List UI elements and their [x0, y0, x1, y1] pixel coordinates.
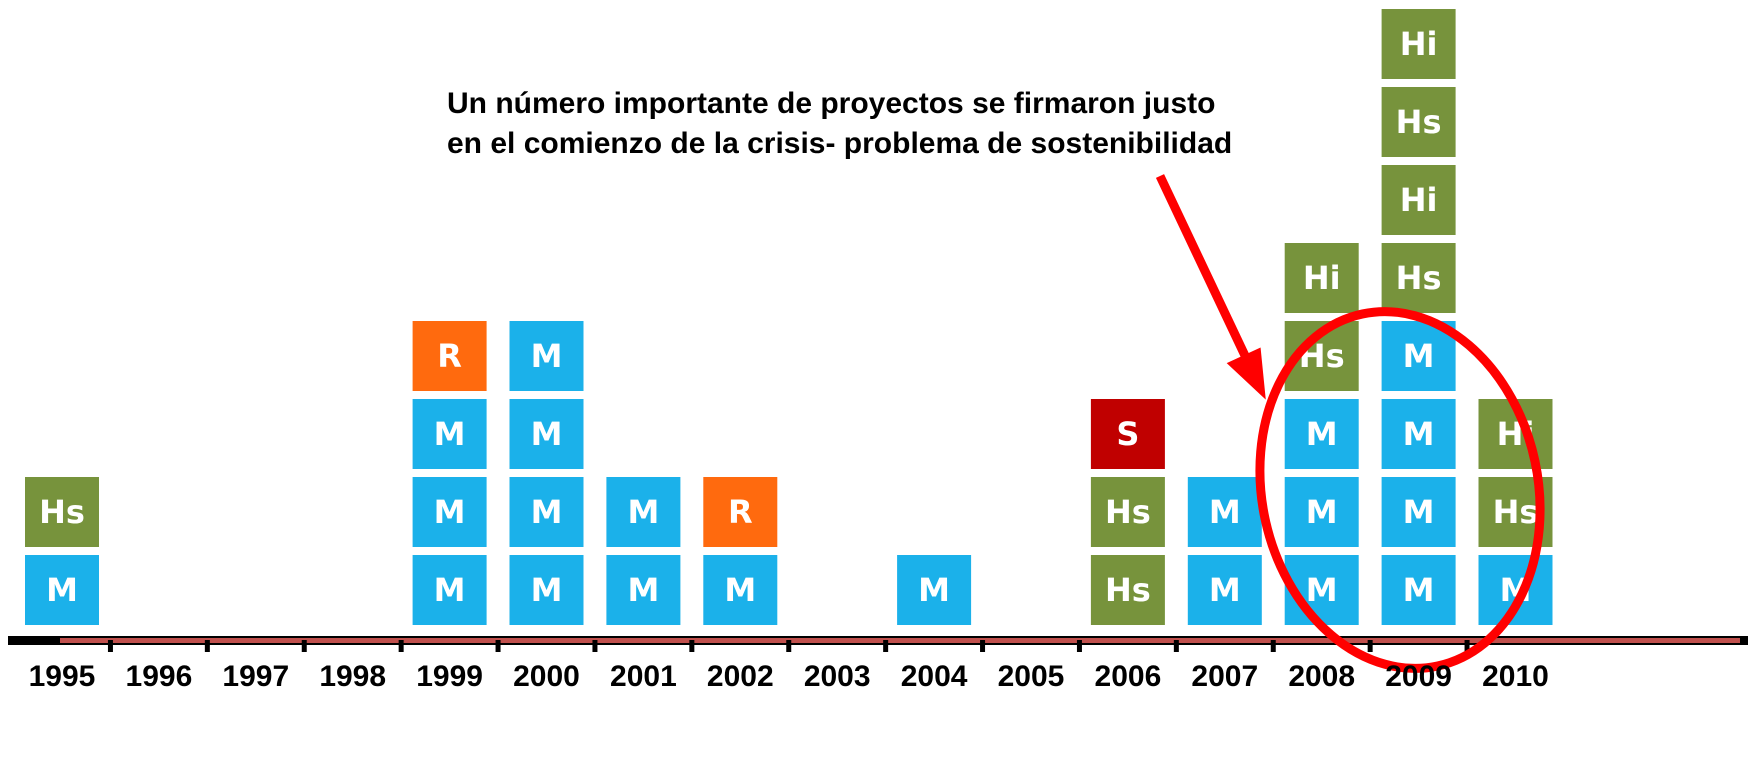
box	[606, 555, 681, 625]
box-label: M	[46, 571, 78, 609]
year-label: 2005	[998, 660, 1065, 693]
box	[1381, 165, 1456, 235]
year-label: 1998	[319, 660, 386, 693]
box	[412, 399, 487, 469]
year-label: 1999	[416, 660, 483, 693]
year-label: 2006	[1095, 660, 1162, 693]
box	[412, 321, 487, 391]
year-label: 1996	[126, 660, 193, 693]
box	[509, 399, 584, 469]
box-label: M	[918, 571, 950, 609]
box-label: M	[1403, 493, 1435, 531]
annotation-line: Un número importante de proyectos se fir…	[447, 87, 1215, 120]
box-label: M	[1306, 493, 1338, 531]
year-label: 2003	[804, 660, 871, 693]
box	[1187, 555, 1262, 625]
box	[509, 555, 584, 625]
box	[1381, 87, 1456, 157]
box-label: Hs	[1493, 493, 1539, 531]
year-label: 2002	[707, 660, 774, 693]
box	[703, 555, 778, 625]
box-label: Hs	[1105, 571, 1151, 609]
box	[412, 555, 487, 625]
box	[1187, 477, 1262, 547]
box	[1090, 477, 1165, 547]
box	[25, 477, 99, 547]
box-label: Hs	[1105, 493, 1151, 531]
box-label: M	[1403, 337, 1435, 375]
year-label: 1997	[222, 660, 289, 693]
box-label: M	[434, 571, 466, 609]
box	[1381, 477, 1456, 547]
box-label: Hi	[1303, 259, 1341, 297]
year-label: 1995	[29, 660, 96, 693]
box	[1381, 9, 1456, 79]
ticks	[107, 640, 1470, 652]
box	[1381, 243, 1456, 313]
year-label: 2000	[513, 660, 580, 693]
box-label: S	[1116, 415, 1139, 453]
box	[412, 477, 487, 547]
box-label: M	[1403, 415, 1435, 453]
box-label: M	[434, 415, 466, 453]
box	[1381, 321, 1456, 391]
box-label: M	[627, 571, 659, 609]
box	[1284, 477, 1359, 547]
box	[25, 555, 99, 625]
box	[509, 321, 584, 391]
box	[509, 477, 584, 547]
box-label: M	[1306, 571, 1338, 609]
arrow-head	[1226, 347, 1266, 400]
year-label: 2001	[610, 660, 677, 693]
box	[897, 555, 972, 625]
box	[606, 477, 681, 547]
box-label: M	[1306, 415, 1338, 453]
box-label: M	[627, 493, 659, 531]
year-label: 2007	[1191, 660, 1258, 693]
box-label: M	[531, 571, 563, 609]
box-label: Hi	[1400, 181, 1438, 219]
box	[703, 477, 778, 547]
box	[1284, 399, 1359, 469]
year-label: 2008	[1288, 660, 1355, 693]
year-label: 2010	[1482, 660, 1549, 693]
box-label: M	[434, 493, 466, 531]
box-label: Hs	[1396, 103, 1442, 141]
box-label: Hs	[39, 493, 85, 531]
box-label: R	[437, 337, 462, 375]
arrow-shaft	[1155, 174, 1253, 364]
box	[1381, 399, 1456, 469]
box-label: M	[1209, 493, 1241, 531]
axis-strip	[60, 638, 1740, 643]
box-label: M	[1403, 571, 1435, 609]
box-label: Hs	[1396, 259, 1442, 297]
highlight-ellipse	[1255, 307, 1545, 673]
box-label: Hi	[1400, 25, 1438, 63]
annotation-line: en el comienzo de la crisis- problema de…	[447, 127, 1232, 160]
year-label: 2004	[901, 660, 968, 693]
box-label: R	[728, 493, 753, 531]
year-label: 2009	[1385, 660, 1452, 693]
box-label: M	[531, 415, 563, 453]
box-label: M	[531, 337, 563, 375]
box-label: M	[724, 571, 756, 609]
box	[1381, 555, 1456, 625]
box	[1284, 243, 1359, 313]
box-label: M	[1209, 571, 1241, 609]
box	[1090, 399, 1165, 469]
box	[1090, 555, 1165, 625]
box-label: M	[531, 493, 563, 531]
